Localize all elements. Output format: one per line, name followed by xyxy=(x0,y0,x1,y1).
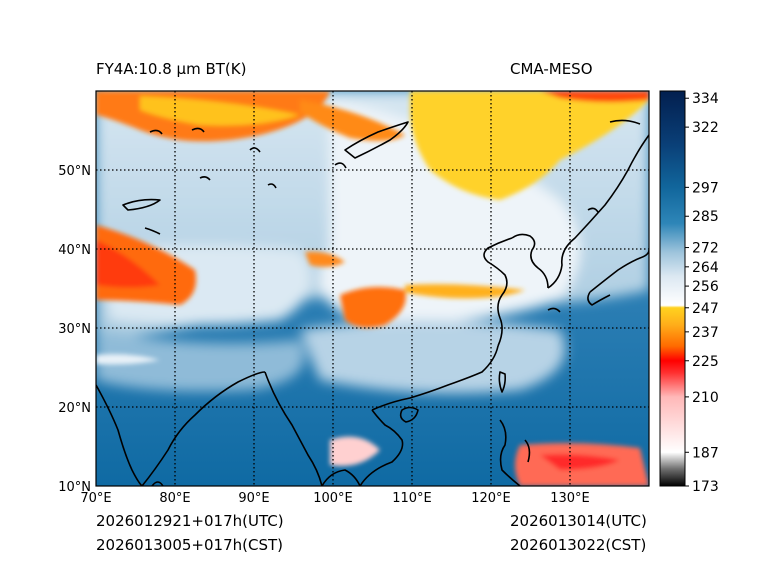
colorbar-tick-label: 264 xyxy=(692,260,719,276)
coastlines xyxy=(96,119,649,486)
init-time-utc: 2026012921+017h(UTC) xyxy=(96,512,284,530)
colorbar-tick-label: 334 xyxy=(692,91,719,107)
colorbar-tick-label: 237 xyxy=(692,325,719,341)
lat-tick-label: 50°N xyxy=(58,164,91,179)
colorbar-tick-label: 210 xyxy=(692,390,719,406)
graticule xyxy=(96,91,649,486)
map-frame xyxy=(95,90,650,487)
lon-tick-label: 70°E xyxy=(80,491,111,506)
lat-tick-label: 20°N xyxy=(58,401,91,416)
lon-tick-label: 130°E xyxy=(550,491,590,506)
colorbar-tick-label: 187 xyxy=(692,445,719,461)
axis-tick-labels: 70°E 80°E 90°E 100°E 110°E 120°E 130°E 10°N 20°N… xyxy=(58,164,590,506)
colorbar-tick-label: 256 xyxy=(692,279,719,295)
colorbar-tick-label: 297 xyxy=(692,180,719,196)
valid-time-utc: 2026013014(UTC) xyxy=(510,512,647,530)
source-title: CMA-MESO xyxy=(510,60,593,78)
lon-tick-label: 100°E xyxy=(313,491,353,506)
lat-tick-label: 40°N xyxy=(58,243,91,258)
lon-tick-label: 120°E xyxy=(471,491,511,506)
lon-tick-label: 90°E xyxy=(238,491,269,506)
lon-tick-label: 80°E xyxy=(159,491,190,506)
colorbar-tick-label: 247 xyxy=(692,301,719,317)
colorbar-tick-label: 322 xyxy=(692,120,719,136)
colorbar: 173 187 210 225 237 247 256 264 272 285 297 322 334 xyxy=(659,90,719,495)
valid-time-cst: 2026013022(CST) xyxy=(510,536,647,554)
colorbar-tick-label: 272 xyxy=(692,241,719,257)
product-title: FY4A:10.8 µm BT(K) xyxy=(96,60,247,78)
colorbar-tick-label: 225 xyxy=(692,354,719,370)
colorbar-tick-label: 285 xyxy=(692,209,719,225)
lat-tick-label: 30°N xyxy=(58,322,91,337)
lat-tick-label: 10°N xyxy=(58,480,91,495)
colorbar-tick-label: 173 xyxy=(692,479,719,495)
init-time-cst: 2026013005+017h(CST) xyxy=(96,536,284,554)
lon-tick-label: 110°E xyxy=(392,491,432,506)
